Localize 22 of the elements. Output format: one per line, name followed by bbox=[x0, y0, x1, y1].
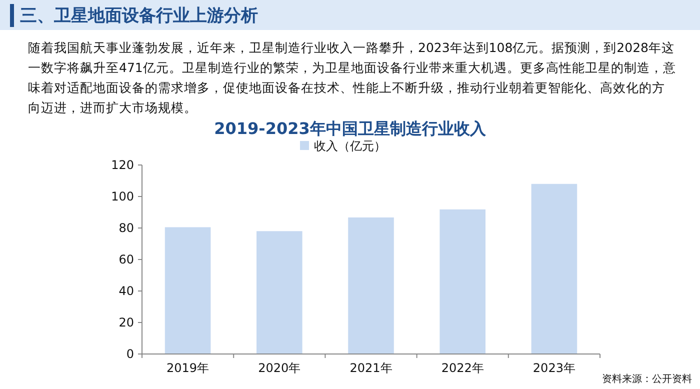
bar bbox=[164, 227, 211, 354]
legend-label: 收入（亿元） bbox=[314, 139, 386, 153]
text: 三、卫星地面设备行业上游分析 bbox=[10, 4, 258, 27]
bar bbox=[531, 184, 578, 354]
bar bbox=[440, 209, 486, 354]
y-tick-label: 100 bbox=[111, 190, 134, 204]
x-tick-label: 2022年 bbox=[441, 361, 484, 375]
bar bbox=[348, 217, 394, 354]
y-tick-label: 80 bbox=[118, 221, 134, 235]
x-tick-label: 2019年 bbox=[166, 361, 210, 375]
y-tick-label: 120 bbox=[111, 158, 134, 172]
y-tick-label: 20 bbox=[118, 316, 134, 330]
x-tick-label: 2021年 bbox=[350, 361, 392, 375]
y-tick-label: 60 bbox=[118, 252, 134, 266]
chart-title: 2019-2023年中国卫星制造行业收入 bbox=[214, 119, 487, 138]
text: 资料来源：公开资料 bbox=[602, 372, 692, 386]
x-tick-label: 2020年 bbox=[258, 361, 301, 375]
bar bbox=[256, 231, 302, 354]
y-tick-label: 0 bbox=[126, 347, 134, 361]
text: 随着我国航天事业蓬勃发展，近年来，卫星制造行业收入一路攀升，2023年达到108亿元。据预测，到2028年这一数字将飙升至471亿元。卫星制造行业的繁荣，为卫星地面设备行业带来重大机遇。更多高性能卫星的制造，意味着对适配地面设备的需求增多，促使地面设备在技术、性能上不断升级，推动行业朝着更智能化、高效化的方向迈进，进而扩大市场规模。 bbox=[28, 39, 676, 117]
y-tick-label: 40 bbox=[118, 284, 134, 298]
x-tick-label: 2023年 bbox=[532, 361, 576, 375]
